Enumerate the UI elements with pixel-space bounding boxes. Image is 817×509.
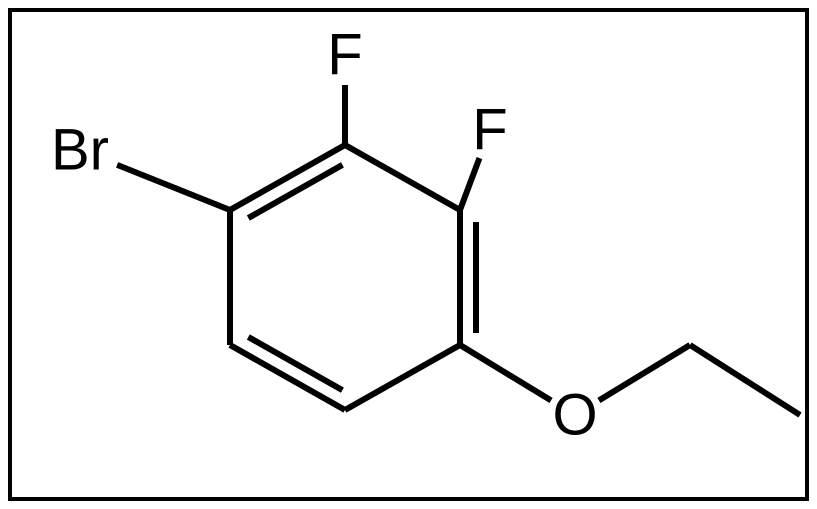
atom-label-f2: F (472, 97, 507, 164)
atom-label-o: O (552, 382, 597, 449)
molecule-bonds (0, 0, 817, 509)
atom-label-f1: F (327, 22, 362, 89)
atom-label-br: Br (51, 117, 109, 184)
